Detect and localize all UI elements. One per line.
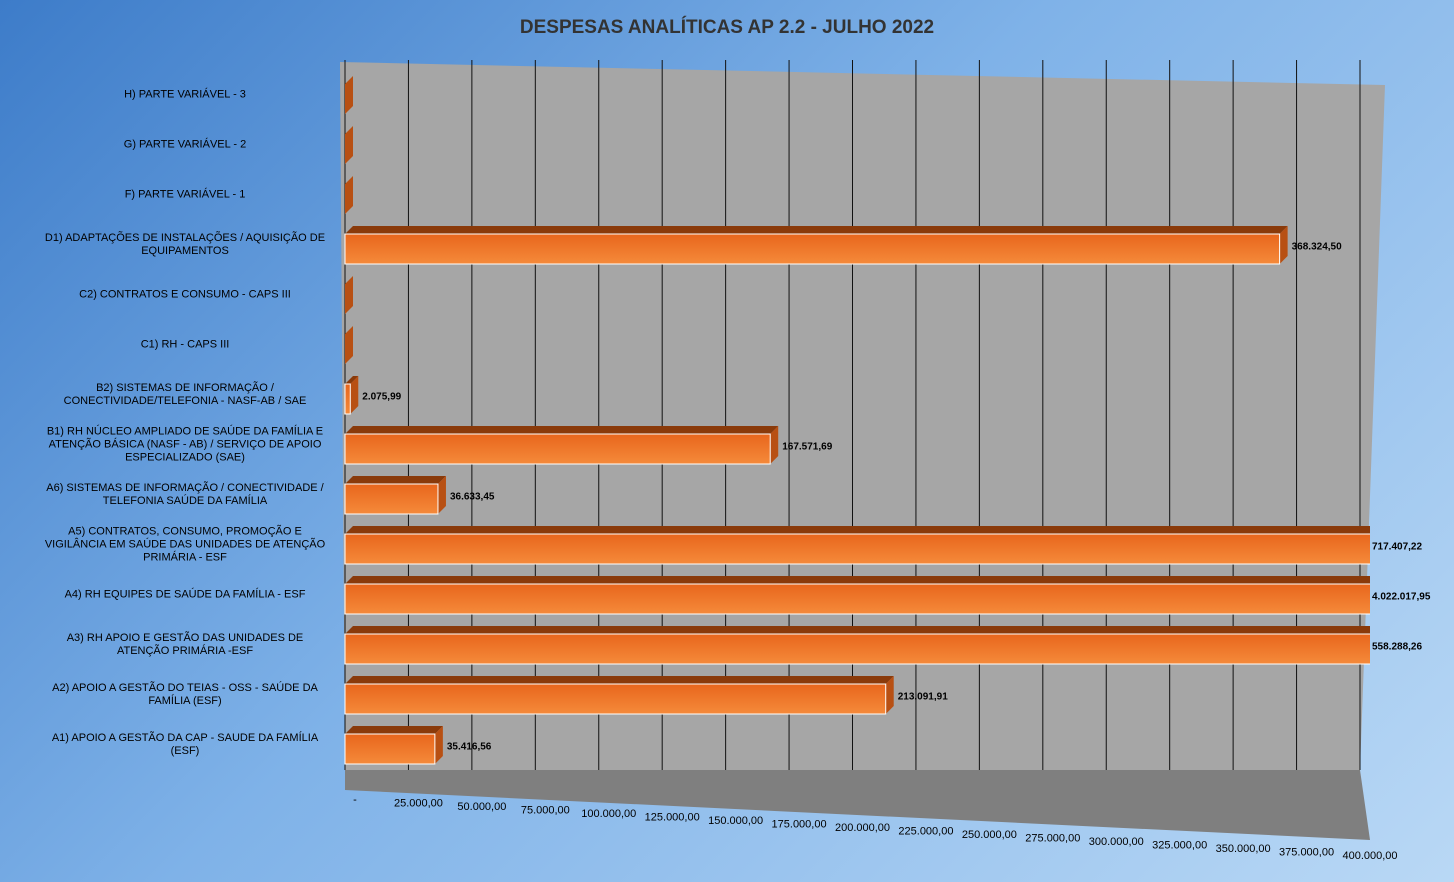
- data-label: 167.571,69: [782, 442, 832, 453]
- y-tick-label: C2) CONTRATOS E CONSUMO - CAPS III: [79, 288, 291, 301]
- x-tick-label: 150.000,00: [708, 815, 763, 827]
- bar: [344, 583, 1370, 615]
- bars: [344, 76, 1370, 765]
- data-label: 558.288,26: [1372, 642, 1422, 653]
- x-tick-label: 375.000,00: [1279, 846, 1334, 858]
- bar-top: [345, 626, 1370, 634]
- y-tick-label: B2) SISTEMAS DE INFORMAÇÃO / CONECTIVIDA…: [63, 382, 307, 407]
- bar-side: [1279, 226, 1288, 264]
- y-tick-label: A4) RH EQUIPES DE SAÚDE DA FAMÍLIA - ESF: [64, 588, 306, 601]
- bar: [344, 533, 1370, 565]
- x-tick-label: 75.000,00: [521, 804, 570, 816]
- data-label: 368.324,50: [1292, 242, 1342, 253]
- bar: [344, 433, 771, 465]
- x-tick-label: 325.000,00: [1152, 839, 1207, 851]
- x-tick-label: 125.000,00: [645, 811, 700, 823]
- bar-top: [345, 476, 446, 484]
- bar-side: [345, 126, 353, 164]
- bar-side: [345, 276, 353, 314]
- bar-side: [885, 676, 894, 714]
- y-tick-label: D1) ADAPTAÇÕES DE INSTALAÇÕES / AQUISIÇÃ…: [44, 232, 326, 257]
- y-tick-label: C1) RH - CAPS III: [140, 338, 230, 351]
- x-tick-label: 350.000,00: [1216, 843, 1271, 855]
- x-tick-label: 25.000,00: [394, 797, 443, 809]
- bar-top: [345, 376, 359, 384]
- bar-top: [345, 676, 894, 684]
- x-tick-label: 400.000,00: [1342, 850, 1397, 862]
- x-tick-label: 50.000,00: [457, 801, 506, 813]
- x-tick-label: 225.000,00: [898, 825, 953, 837]
- data-label: 2.075,99: [362, 392, 401, 403]
- y-tick-label: B1) RH NÚCLEO AMPLIADO DE SAÚDE DA FAMÍL…: [46, 425, 324, 464]
- bar-side: [345, 76, 353, 114]
- bar-side: [345, 326, 353, 364]
- y-tick-label: A3) RH APOIO E GESTÃO DAS UNIDADES DE AT…: [66, 632, 304, 657]
- x-tick-label: -: [353, 794, 357, 806]
- plot-floor: [345, 770, 1370, 840]
- x-tick-label: 175.000,00: [772, 818, 827, 830]
- bar: [344, 683, 887, 715]
- y-tick-label: A2) APOIO A GESTÃO DO TEIAS - OSS - SAÚD…: [52, 682, 318, 707]
- y-tick-label: A6) SISTEMAS DE INFORMAÇÃO / CONECTIVIDA…: [46, 482, 324, 507]
- bar-side: [434, 726, 443, 764]
- y-tick-label: A1) APOIO A GESTÃO DA CAP - SAUDE DA FAM…: [51, 732, 319, 757]
- bar: [344, 233, 1281, 265]
- bar-top: [345, 226, 1288, 234]
- data-label: 36.633,45: [450, 492, 495, 503]
- bar-side: [350, 376, 359, 414]
- x-tick-label: 250.000,00: [962, 829, 1017, 841]
- bar-top: [345, 526, 1370, 534]
- x-tick-label: 275.000,00: [1025, 832, 1080, 844]
- x-tick-label: 300.000,00: [1089, 836, 1144, 848]
- bar: [344, 483, 439, 515]
- bar: [344, 733, 436, 765]
- x-tick-label: 200.000,00: [835, 822, 890, 834]
- bar-top: [345, 576, 1370, 584]
- bar: [344, 633, 1370, 665]
- x-tick-label: 100.000,00: [581, 808, 636, 820]
- y-tick-label: A5) CONTRATOS, CONSUMO, PROMOÇÃO E VIGIL…: [44, 525, 326, 564]
- y-tick-label: G) PARTE VARIÁVEL - 2: [123, 138, 247, 151]
- y-tick-label: H) PARTE VARIÁVEL - 3: [124, 88, 246, 101]
- bar-side: [770, 426, 779, 464]
- data-label: 213.091,91: [898, 692, 948, 703]
- data-label: 717.407,22: [1372, 542, 1422, 553]
- bar-side: [345, 176, 353, 214]
- data-label: 35.416,56: [447, 742, 492, 753]
- data-label: 4.022.017,95: [1372, 592, 1431, 603]
- bar-side: [437, 476, 446, 514]
- bar-top: [345, 426, 779, 434]
- y-tick-label: F) PARTE VARIÁVEL - 1: [124, 188, 246, 201]
- chart-title: DESPESAS ANALÍTICAS AP 2.2 - JULHO 2022: [520, 16, 934, 38]
- bar: [344, 383, 351, 415]
- bar-top: [345, 726, 443, 734]
